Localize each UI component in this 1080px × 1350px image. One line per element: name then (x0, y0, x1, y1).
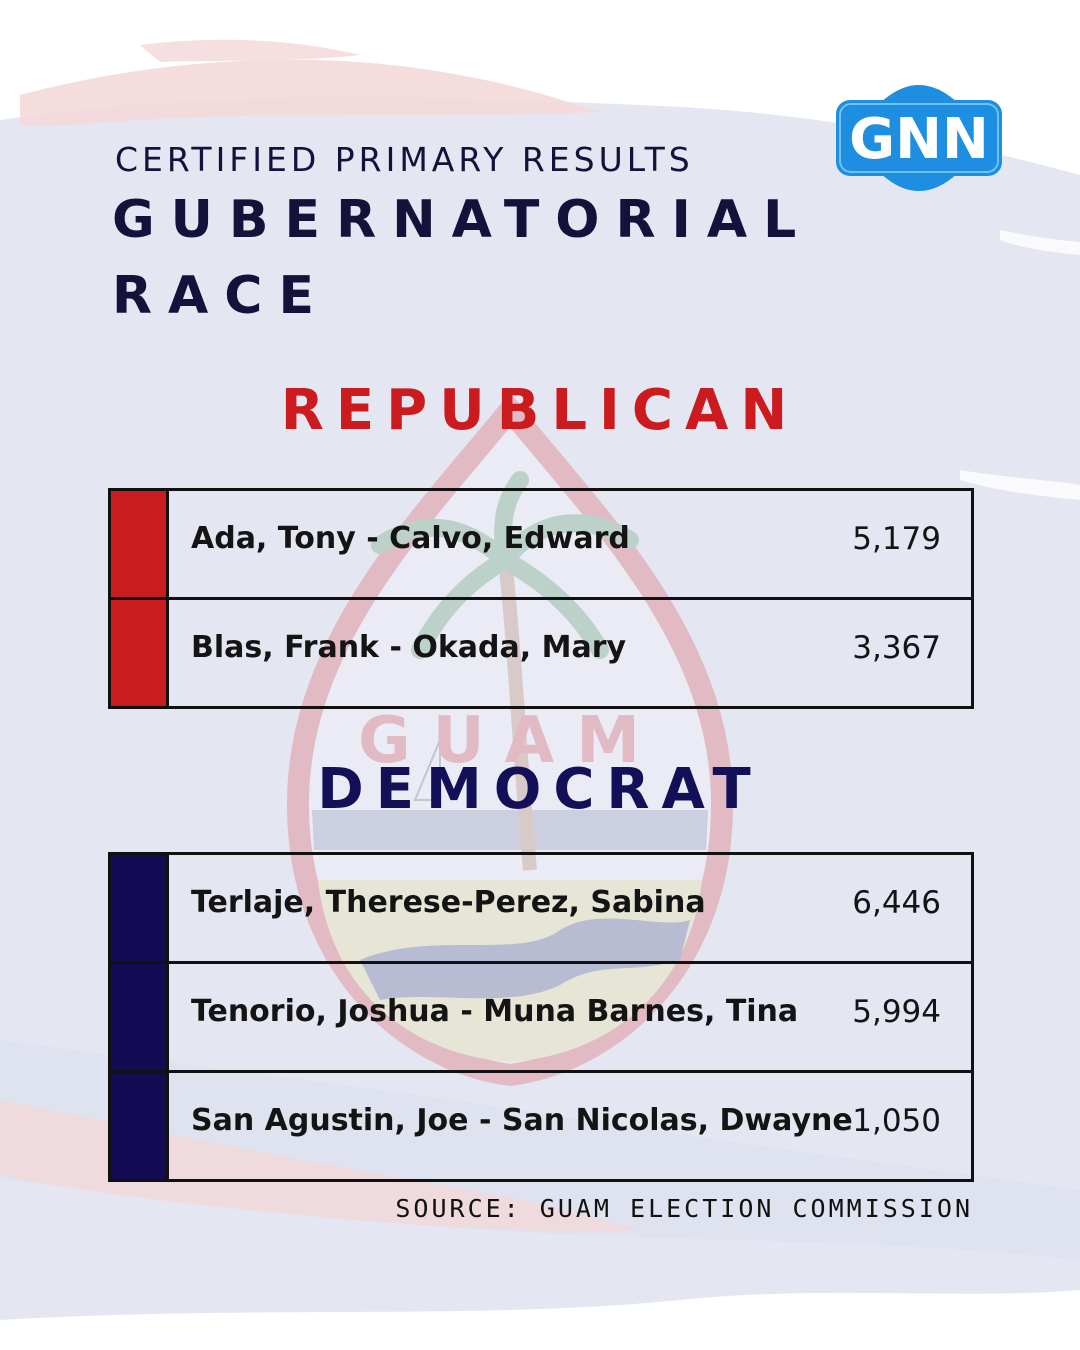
logo-text: GNN (849, 107, 989, 172)
gnn-logo: GNN (836, 85, 1002, 191)
table-row: San Agustin, Joe - San Nicolas, Dwayne 1… (111, 1070, 971, 1179)
seal-guam-text: GUAM (358, 704, 662, 778)
democrat-color-bar (111, 1073, 169, 1179)
logo-top-cap (879, 85, 959, 104)
vote-count: 5,994 (852, 994, 941, 1030)
republican-results-table: Ada, Tony - Calvo, Edward 5,179 Blas, Fr… (108, 488, 974, 709)
democrat-color-bar (111, 964, 169, 1070)
table-row: Ada, Tony - Calvo, Edward 5,179 (111, 491, 971, 597)
democrat-heading: DEMOCRAT (317, 757, 763, 822)
candidate-ticket: Blas, Frank - Okada, Mary (191, 630, 627, 665)
red-brush-top (20, 59, 600, 126)
guam-seal-watermark: GUAM (286, 392, 734, 1087)
logo-plate (836, 100, 1002, 176)
vote-count: 1,050 (852, 1103, 941, 1139)
candidate-ticket: Ada, Tony - Calvo, Edward (191, 521, 630, 556)
logo-bottom-cap (879, 172, 959, 191)
source-credit: SOURCE: GUAM ELECTION COMMISSION (395, 1194, 973, 1223)
vote-count: 6,446 (852, 885, 941, 921)
subtitle: CERTIFIED PRIMARY RESULTS (115, 140, 694, 179)
table-row: Blas, Frank - Okada, Mary 3,367 (111, 597, 971, 706)
white-scratch-1 (960, 470, 1080, 500)
republican-heading: REPUBLICAN (280, 378, 800, 443)
page-title-line-1: GUBERNATORIAL (112, 190, 813, 250)
page-title-line-2: RACE (112, 266, 330, 326)
seal-sail-boat (413, 739, 441, 801)
white-scratch-2 (1000, 230, 1080, 255)
seal-river (360, 918, 690, 1000)
vote-count: 5,179 (852, 521, 941, 557)
republican-color-bar (111, 600, 169, 706)
democrat-color-bar (111, 855, 169, 961)
candidate-ticket: Terlaje, Therese-Perez, Sabina (191, 885, 706, 920)
table-row: Terlaje, Therese-Perez, Sabina 6,446 (111, 855, 971, 961)
table-row: Tenorio, Joshua - Muna Barnes, Tina 5,99… (111, 961, 971, 1070)
logo-plate-highlight (839, 103, 999, 173)
republican-color-bar (111, 491, 169, 597)
candidate-ticket: Tenorio, Joshua - Muna Barnes, Tina (191, 994, 799, 1029)
seal-sea (318, 880, 702, 1062)
seal-outline (286, 392, 734, 1087)
democrat-results-table: Terlaje, Therese-Perez, Sabina 6,446 Ten… (108, 852, 974, 1182)
candidate-ticket: San Agustin, Joe - San Nicolas, Dwayne (191, 1103, 853, 1138)
vote-count: 3,367 (852, 630, 941, 666)
seal-horizon (312, 810, 708, 850)
red-brush-top-2 (140, 39, 360, 62)
